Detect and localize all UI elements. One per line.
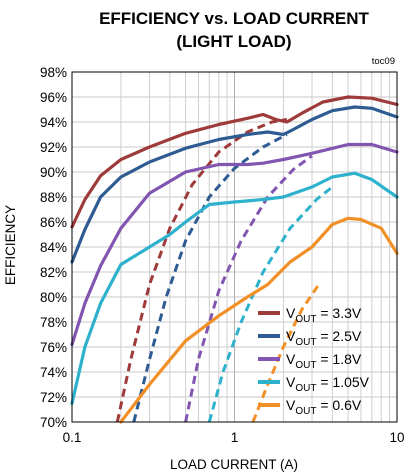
legend-label-2: VOUT = 1.8V (286, 351, 362, 371)
series-solid-line-2 (70, 142, 399, 347)
y-tick-label: 88% (40, 190, 67, 205)
series-dashed-line-4 (251, 283, 321, 423)
y-tick-label: 70% (40, 415, 67, 430)
y-tick-label: 78% (40, 315, 67, 330)
y-tick-label: 82% (40, 265, 67, 280)
chart-title-line1: EFFICIENCY vs. LOAD CURRENT (99, 9, 369, 28)
figure-tag: toc09 (372, 56, 395, 67)
series-dashed-line-3 (207, 185, 334, 423)
grid (71, 71, 397, 423)
y-axis-label: EFFICIENCY (3, 205, 18, 285)
x-tick-label: 1 (231, 430, 239, 445)
legend-label-4: VOUT = 0.6V (286, 397, 362, 417)
y-tick-label: 92% (40, 140, 67, 155)
series-dashed-line-0 (115, 118, 288, 423)
x-axis-label: LOAD CURRENT (A) (170, 457, 298, 472)
x-tick-labels: 0.1 1 10 (63, 430, 405, 445)
y-tick-label: 96% (40, 90, 67, 105)
plot-frame (71, 71, 398, 423)
series-solid-line-1 (70, 105, 399, 264)
series-dashed-line-1 (132, 133, 288, 423)
series-dashed-line-2 (184, 154, 313, 423)
legend: VOUT = 3.3V VOUT = 2.5V VOUT = 1.8V VOUT = … (258, 305, 370, 417)
y-tick-label: 74% (40, 365, 67, 380)
y-tick-label: 76% (40, 340, 67, 355)
series-group (70, 95, 399, 424)
legend-label-0: VOUT = 3.3V (286, 305, 362, 325)
series-solid-line-4 (119, 216, 399, 424)
legend-label-1: VOUT = 2.5V (286, 328, 362, 348)
x-tick-label: 10 (389, 430, 404, 445)
y-tick-label: 90% (40, 165, 67, 180)
legend-label-3: VOUT = 1.05V (286, 374, 370, 394)
y-tick-label: 72% (40, 390, 67, 405)
y-tick-label: 94% (40, 115, 67, 130)
y-tick-label: 98% (40, 65, 67, 80)
y-tick-label: 86% (40, 215, 67, 230)
y-tick-labels: 70% 72% 74% 76% 78% 80% 82% 84% 86% 88% 90% 92% 94% 9… (40, 65, 67, 430)
y-tick-label: 84% (40, 240, 67, 255)
y-tick-label: 80% (40, 290, 67, 305)
x-tick-label: 0.1 (63, 430, 82, 445)
chart-title-line2: (LIGHT LOAD) (176, 32, 291, 51)
series-solid-line-0 (70, 95, 399, 229)
series-solid-line-3 (70, 171, 399, 405)
